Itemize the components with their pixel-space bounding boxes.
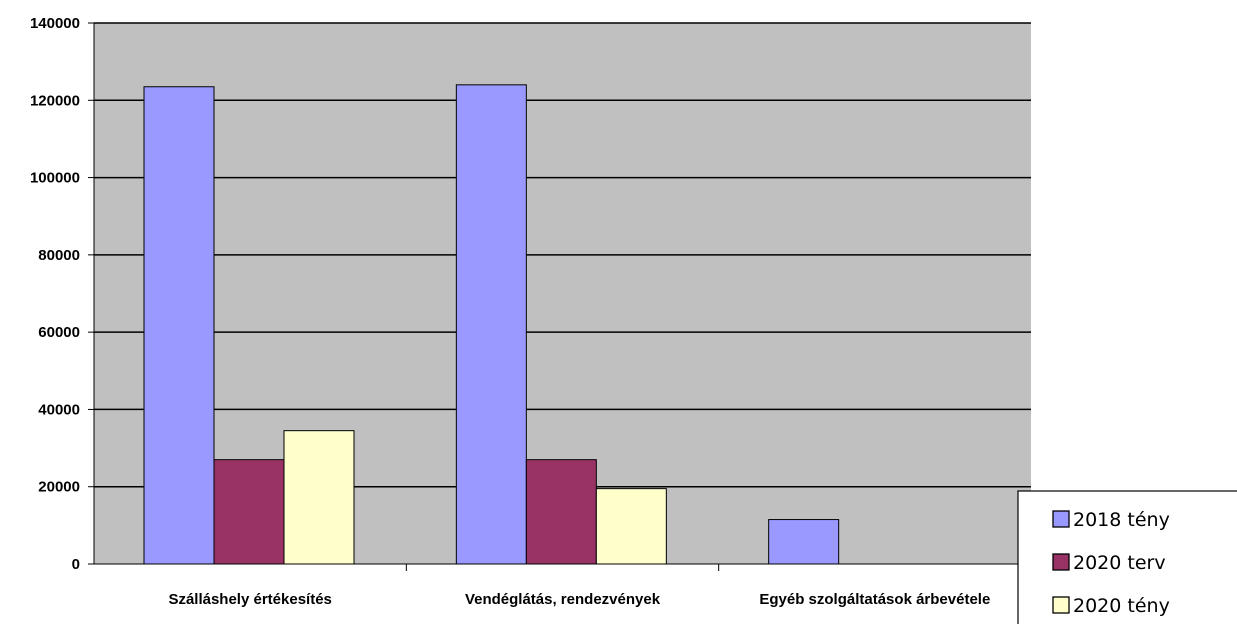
bar-2020-tény-1: [595, 488, 667, 565]
bar-2018-tény-0: [143, 86, 215, 565]
legend-label: 2020 tény: [1073, 595, 1170, 617]
legend-swatch: [1052, 510, 1070, 528]
legend-label: 2018 tény: [1073, 509, 1170, 531]
legend-swatch: [1052, 596, 1070, 614]
y-axis-ticks: 0 20000 40000 60000 80000 100000 120000 140000: [30, 15, 94, 573]
y-tick-label: 20000: [38, 479, 80, 496]
x-category-label: Egyéb szolgáltatások árbevétele: [759, 591, 990, 608]
y-tick-label: 120000: [30, 92, 80, 109]
bar-2018-tény-1: [455, 84, 527, 565]
axes: [93, 23, 1031, 565]
y-tick-label: 60000: [38, 324, 80, 341]
x-category-label: Vendéglátás, rendezvények: [465, 591, 661, 608]
legend-swatch: [1052, 553, 1070, 571]
y-tick-label: 0: [72, 556, 80, 573]
y-tick-label: 80000: [38, 247, 80, 264]
x-category-label: Szálláshely értékesítés: [168, 591, 331, 608]
y-tick-label: 40000: [38, 401, 80, 418]
bar-2018-tény-2: [768, 519, 840, 565]
x-axis-categories: Szálláshely értékesítés Vendéglátás, rend…: [168, 564, 1032, 608]
bar-2020-terv-0: [213, 459, 285, 565]
y-tick-label: 100000: [30, 170, 80, 187]
bar-2020-terv-1: [525, 459, 597, 565]
legend: 2018 tény 2020 terv 2020 tény: [1017, 490, 1237, 624]
bar-2020-tény-0: [283, 430, 355, 565]
legend-label: 2020 terv: [1073, 552, 1166, 574]
y-tick-label: 140000: [30, 15, 80, 32]
